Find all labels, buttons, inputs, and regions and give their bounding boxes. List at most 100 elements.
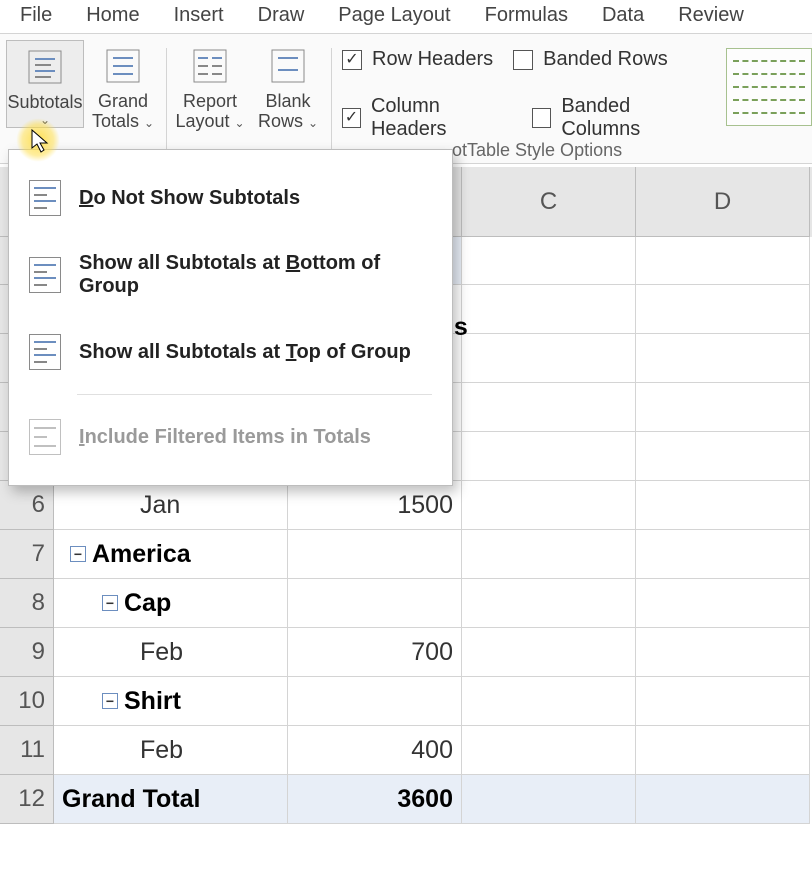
style-gallery[interactable]: [726, 48, 812, 126]
cell[interactable]: [462, 677, 636, 726]
row-headers-checkbox[interactable]: ✓ Row Headers: [342, 48, 493, 71]
cell[interactable]: [462, 237, 636, 285]
cell[interactable]: [636, 383, 810, 432]
cell[interactable]: [636, 726, 810, 775]
cell[interactable]: [636, 334, 810, 383]
row-headers-label: Row Headers: [372, 48, 493, 71]
cell[interactable]: [636, 285, 810, 334]
cell[interactable]: Feb: [54, 628, 288, 677]
cell[interactable]: Jan: [54, 481, 288, 530]
subtotals-icon: [22, 45, 68, 89]
cell[interactable]: [636, 237, 810, 285]
menu-review[interactable]: Review: [678, 4, 744, 27]
subtotals-button[interactable]: Subtotals ⌄: [6, 40, 84, 128]
banded-rows-checkbox[interactable]: Banded Rows: [513, 48, 668, 71]
cell[interactable]: [462, 726, 636, 775]
checkbox-icon: [513, 50, 533, 70]
cell[interactable]: [636, 530, 810, 579]
row-number[interactable]: 6: [0, 481, 54, 530]
cell[interactable]: [636, 677, 810, 726]
column-headers-checkbox[interactable]: ✓ Column Headers: [342, 95, 512, 141]
ribbon: Subtotals ⌄ Grand Totals ⌄ Report Layout…: [0, 34, 812, 164]
cell[interactable]: [636, 432, 810, 481]
cell[interactable]: −America: [54, 530, 288, 579]
collapse-icon[interactable]: −: [70, 546, 86, 562]
table-row: 10−Shirt: [0, 677, 812, 726]
cell[interactable]: [636, 579, 810, 628]
menu-file[interactable]: File: [20, 4, 52, 27]
blank-rows-button[interactable]: Blank Rows ⌄: [249, 40, 327, 132]
style-preview-line: [733, 112, 805, 114]
subtotal-option-icon: [29, 334, 61, 370]
cell-value: Grand Total: [62, 785, 200, 814]
menu-home[interactable]: Home: [86, 4, 139, 27]
cell[interactable]: Grand Total: [54, 775, 288, 824]
style-preview-line: [733, 73, 805, 75]
cell[interactable]: [636, 775, 810, 824]
row-number[interactable]: 12: [0, 775, 54, 824]
table-row: 7−America: [0, 530, 812, 579]
table-row: 9Feb700: [0, 628, 812, 677]
cell[interactable]: [462, 383, 636, 432]
dropdown-separator: [77, 394, 432, 395]
table-row: 11Feb400: [0, 726, 812, 775]
cell[interactable]: 1500: [288, 481, 462, 530]
row-number[interactable]: 11: [0, 726, 54, 775]
row-number[interactable]: 7: [0, 530, 54, 579]
column-headers-label: Column Headers: [371, 95, 512, 141]
cell-value: Shirt: [124, 687, 181, 716]
menu-data[interactable]: Data: [602, 4, 644, 27]
cell[interactable]: [462, 285, 636, 334]
dropdown-subtotals-bottom[interactable]: Show all Subtotals at Bottom of Group: [9, 234, 452, 316]
menu-formulas[interactable]: Formulas: [485, 4, 568, 27]
col-header-c[interactable]: C: [462, 167, 636, 237]
report-layout-button[interactable]: Report Layout ⌄: [171, 40, 249, 132]
cell[interactable]: 3600: [288, 775, 462, 824]
banded-columns-label: Banded Columns: [561, 95, 706, 141]
cell[interactable]: [462, 530, 636, 579]
report-layout-icon: [187, 44, 233, 88]
menu-page-layout[interactable]: Page Layout: [338, 4, 450, 27]
chevron-down-icon: ⌄: [235, 116, 245, 130]
cell-value: Cap: [124, 589, 171, 618]
style-preview-line: [733, 60, 805, 62]
cell[interactable]: [636, 628, 810, 677]
cell[interactable]: [636, 481, 810, 530]
collapse-icon[interactable]: −: [102, 693, 118, 709]
cell[interactable]: Feb: [54, 726, 288, 775]
cell[interactable]: [288, 677, 462, 726]
col-header-d[interactable]: D: [636, 167, 810, 237]
cell[interactable]: [288, 530, 462, 579]
cell[interactable]: [462, 334, 636, 383]
cell[interactable]: [462, 432, 636, 481]
banded-columns-checkbox[interactable]: Banded Columns: [532, 95, 706, 141]
dropdown-do-not-show-subtotals[interactable]: Do Not Show Subtotals: [9, 162, 452, 234]
cell[interactable]: [462, 579, 636, 628]
ribbon-group-caption: otTable Style Options: [452, 140, 622, 161]
menu-insert[interactable]: Insert: [174, 4, 224, 27]
collapse-icon[interactable]: −: [102, 595, 118, 611]
cell[interactable]: 700: [288, 628, 462, 677]
cell[interactable]: [462, 481, 636, 530]
cell[interactable]: [462, 775, 636, 824]
ribbon-separator: [331, 48, 332, 158]
cell[interactable]: −Shirt: [54, 677, 288, 726]
blank-rows-icon: [265, 44, 311, 88]
style-preview-line: [733, 99, 805, 101]
chevron-down-icon: ⌄: [308, 116, 318, 130]
row-number[interactable]: 8: [0, 579, 54, 628]
grand-totals-button[interactable]: Grand Totals ⌄: [84, 40, 162, 132]
subtotal-option-icon: [29, 257, 61, 293]
cell[interactable]: [288, 579, 462, 628]
chevron-down-icon: ⌄: [40, 113, 50, 127]
cell[interactable]: [462, 628, 636, 677]
row-number[interactable]: 9: [0, 628, 54, 677]
menu-draw[interactable]: Draw: [258, 4, 305, 27]
table-row: 6Jan1500: [0, 481, 812, 530]
subtotals-dropdown: Do Not Show Subtotals Show all Subtotals…: [8, 149, 453, 486]
cell-value: America: [92, 540, 191, 569]
dropdown-subtotals-top[interactable]: Show all Subtotals at Top of Group: [9, 316, 452, 388]
cell[interactable]: −Cap: [54, 579, 288, 628]
cell[interactable]: 400: [288, 726, 462, 775]
row-number[interactable]: 10: [0, 677, 54, 726]
